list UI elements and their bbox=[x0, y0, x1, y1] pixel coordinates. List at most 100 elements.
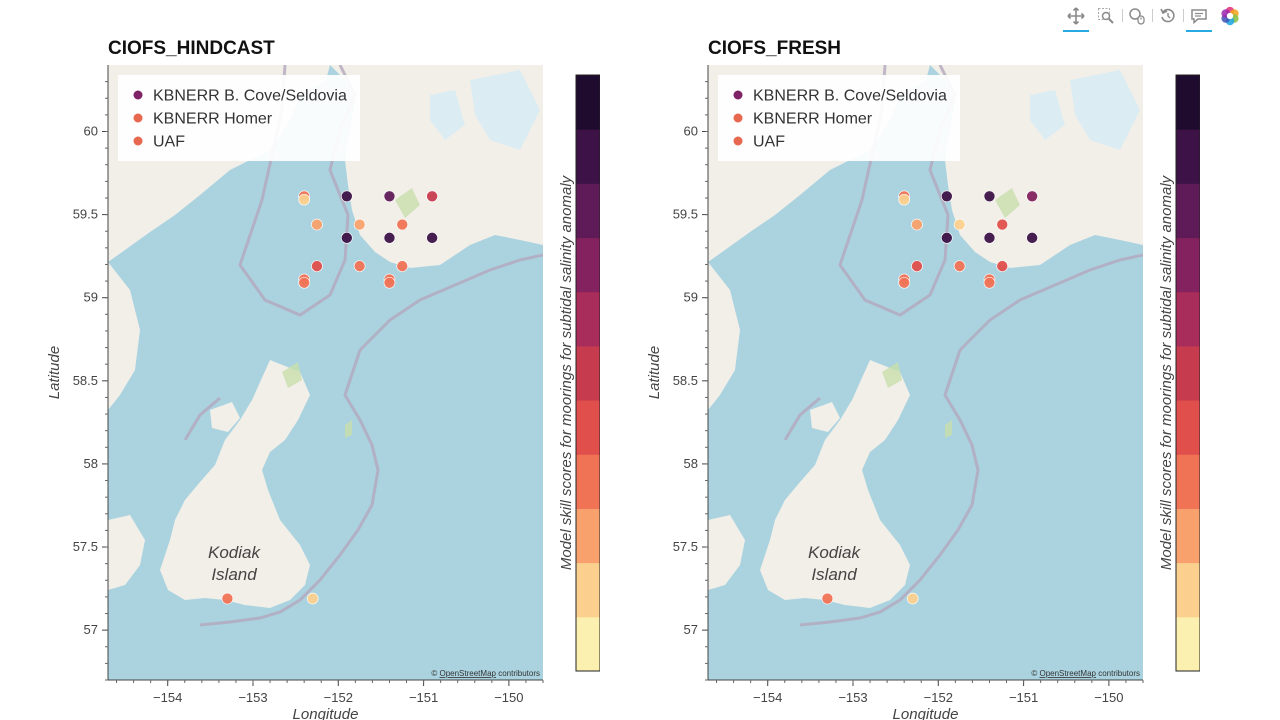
data-point[interactable] bbox=[996, 260, 1009, 272]
pan-icon bbox=[1067, 7, 1085, 25]
colorbar-frame bbox=[1175, 74, 1200, 672]
data-point[interactable] bbox=[911, 260, 923, 272]
map-plot[interactable]: Kodiak Island 57 57.5 58 58.5 59 59.5 60 −154 −153… bbox=[600, 0, 1200, 720]
hover-tool-button[interactable] bbox=[1186, 3, 1212, 32]
pan-tool-button[interactable] bbox=[1063, 3, 1089, 32]
data-point[interactable] bbox=[906, 592, 919, 605]
data-point[interactable] bbox=[953, 218, 966, 231]
data-point[interactable] bbox=[383, 232, 396, 244]
colorbar-segment bbox=[1176, 237, 1200, 293]
hover-icon bbox=[1191, 9, 1207, 25]
box-zoom-icon bbox=[1098, 8, 1114, 24]
colorbar-segment bbox=[576, 400, 600, 455]
wheel-zoom-icon bbox=[1129, 8, 1145, 25]
y-tick-label: 60 bbox=[84, 123, 98, 138]
colorbar-label: Model skill scores for moorings for subt… bbox=[1158, 174, 1175, 570]
data-point[interactable] bbox=[1026, 232, 1038, 244]
data-point[interactable] bbox=[341, 232, 353, 244]
colorbar-segment bbox=[576, 183, 600, 239]
colorbar-frame bbox=[575, 74, 600, 672]
x-axis-label: Longitude bbox=[893, 706, 959, 720]
alaska-peninsula bbox=[708, 262, 740, 410]
data-point[interactable] bbox=[298, 276, 310, 289]
legend-label: KBNERR Homer bbox=[753, 111, 873, 128]
y-tick-label: 58.5 bbox=[73, 373, 98, 388]
colorbar-segment bbox=[576, 508, 600, 564]
panel-title: CIOFS_HINDCAST bbox=[108, 38, 275, 59]
place-label: Island bbox=[211, 565, 257, 584]
x-tick-label: −152 bbox=[324, 690, 353, 705]
panel-fresh: CIOFS_FRESH Kodiak Island 57 57.5 58 58.5 59 59… bbox=[600, 0, 1200, 720]
glacier-area bbox=[1030, 90, 1065, 140]
x-tick-label: −154 bbox=[753, 690, 782, 705]
data-point[interactable] bbox=[426, 190, 438, 203]
data-point[interactable] bbox=[911, 218, 923, 231]
data-point[interactable] bbox=[383, 276, 396, 289]
data-point[interactable] bbox=[383, 190, 396, 203]
legend-label: KBNERR Homer bbox=[153, 111, 273, 128]
data-point[interactable] bbox=[1026, 190, 1038, 203]
legend-label: UAF bbox=[753, 134, 785, 151]
map-plot[interactable]: Kodiak Island 57 57.5 58 58.5 59 59.5 60 −154 −153… bbox=[0, 0, 600, 720]
data-point[interactable] bbox=[941, 190, 953, 203]
data-point[interactable] bbox=[353, 218, 366, 231]
data-point[interactable] bbox=[396, 218, 409, 231]
data-point[interactable] bbox=[298, 193, 310, 206]
x-tick-label: −150 bbox=[494, 690, 523, 705]
data-point[interactable] bbox=[941, 232, 953, 244]
colorbar-segment bbox=[1176, 75, 1200, 130]
data-point[interactable] bbox=[953, 260, 966, 272]
reset-tool-button[interactable] bbox=[1155, 3, 1181, 29]
boundary-line bbox=[358, 253, 543, 352]
data-point[interactable] bbox=[353, 260, 366, 272]
legend-swatch bbox=[133, 136, 143, 146]
y-axis-label: Latitude bbox=[646, 346, 663, 399]
panel-title: CIOFS_FRESH bbox=[708, 38, 842, 59]
y-tick-label: 59.5 bbox=[673, 207, 698, 222]
legend-box bbox=[718, 75, 960, 161]
reset-icon bbox=[1160, 8, 1175, 23]
x-tick-label: −153 bbox=[838, 690, 867, 705]
data-point[interactable] bbox=[983, 232, 996, 244]
colorbar-segment bbox=[576, 291, 600, 347]
alaska-peninsula bbox=[108, 262, 140, 410]
y-tick-label: 57 bbox=[684, 622, 698, 637]
data-point[interactable] bbox=[341, 190, 353, 203]
box-zoom-tool-button[interactable] bbox=[1093, 3, 1119, 29]
place-label: Kodiak bbox=[808, 543, 861, 562]
colorbar-segment bbox=[1176, 562, 1200, 618]
y-tick-label: 59.5 bbox=[73, 207, 98, 222]
legend-swatch bbox=[733, 90, 743, 100]
x-tick-label: −151 bbox=[1009, 690, 1038, 705]
glacier-area bbox=[1070, 70, 1140, 150]
x-tick-label: −154 bbox=[153, 690, 182, 705]
wheel-zoom-tool-button[interactable] bbox=[1124, 3, 1150, 29]
legend-swatch bbox=[133, 113, 143, 123]
data-point[interactable] bbox=[426, 232, 438, 244]
x-tick-label: −151 bbox=[409, 690, 438, 705]
colorbar-segment bbox=[1176, 183, 1200, 239]
kodiak-island bbox=[160, 360, 310, 608]
kodiak-island bbox=[760, 360, 910, 608]
data-point[interactable] bbox=[898, 276, 910, 289]
y-tick-label: 58.5 bbox=[673, 373, 698, 388]
data-point[interactable] bbox=[311, 218, 323, 231]
data-point[interactable] bbox=[306, 592, 319, 605]
data-point[interactable] bbox=[821, 592, 834, 605]
data-point[interactable] bbox=[996, 218, 1009, 231]
openstreetmap-link[interactable]: OpenStreetMap bbox=[1039, 669, 1096, 678]
data-point[interactable] bbox=[898, 193, 910, 206]
data-point[interactable] bbox=[983, 190, 996, 203]
data-point[interactable] bbox=[221, 592, 234, 605]
data-point[interactable] bbox=[311, 260, 323, 272]
colorbar-segment bbox=[576, 129, 600, 184]
mainland-southwest bbox=[708, 515, 745, 590]
bokeh-logo[interactable] bbox=[1217, 3, 1243, 29]
y-tick-label: 57 bbox=[84, 622, 98, 637]
legend-swatch bbox=[133, 90, 143, 100]
data-point[interactable] bbox=[396, 260, 409, 272]
place-label: Kodiak bbox=[208, 543, 261, 562]
openstreetmap-link[interactable]: OpenStreetMap bbox=[439, 669, 496, 678]
data-point[interactable] bbox=[983, 276, 996, 289]
boundary-line bbox=[183, 396, 221, 441]
